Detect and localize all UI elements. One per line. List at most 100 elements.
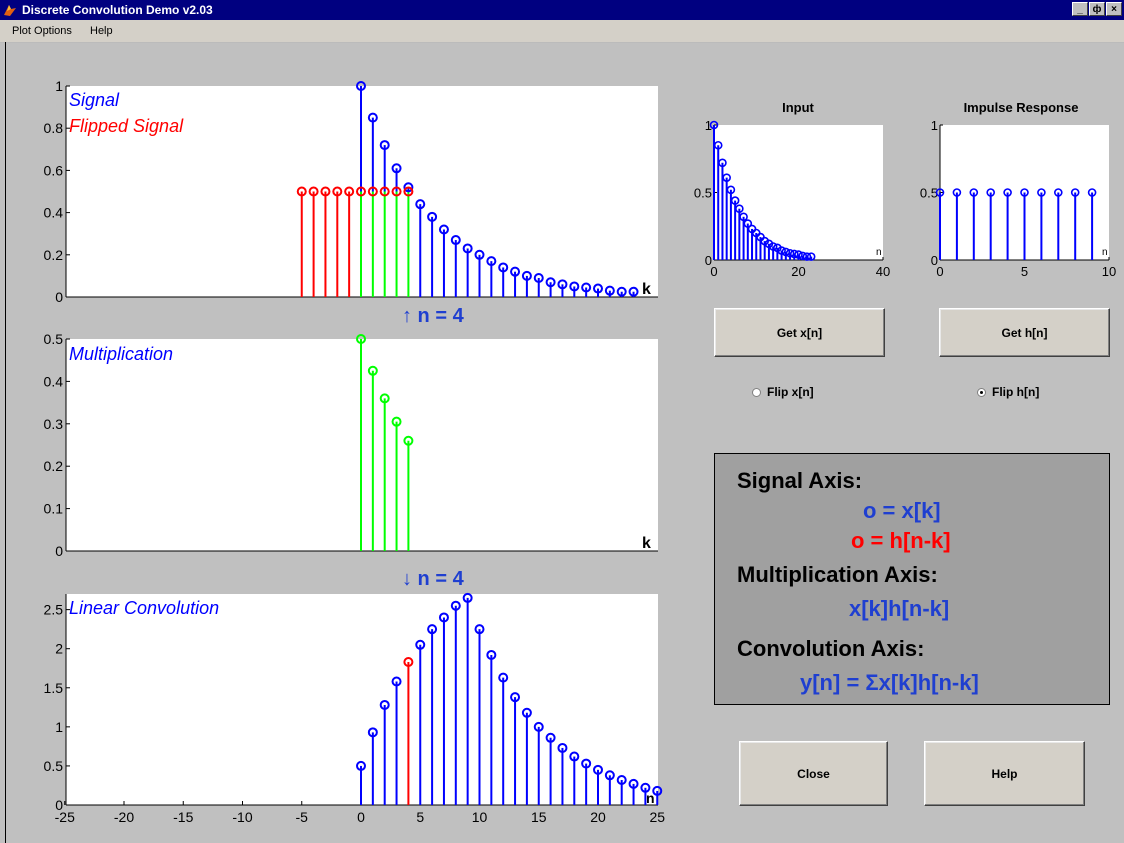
input-plot-background: [714, 125, 883, 260]
flipped-signal-marker: [391, 186, 402, 197]
convolution-plot-xtick-label: -25: [55, 809, 75, 825]
impulse-plot-xtick-label: 10: [1102, 264, 1116, 279]
convolution-marker: [521, 707, 532, 718]
input-plot-title: Input: [782, 100, 814, 115]
input-plot-ytick-label: 1: [705, 118, 712, 133]
menu-bar: Plot Options Help: [0, 20, 1124, 43]
legend-convolution-axis: Convolution Axis:: [737, 636, 925, 661]
convolution-plot-xtick-label: 5: [416, 809, 424, 825]
flipped-signal-marker: [296, 186, 307, 197]
convolution-marker: [640, 782, 651, 793]
input-plot-ytick-label: 0.5: [694, 186, 712, 201]
convolution-marker: [557, 742, 568, 753]
signal-marker: [628, 286, 639, 297]
convolution-plot-ytick-label: 0.5: [44, 758, 64, 774]
convolution-plot-ytick-label: 1.5: [44, 680, 64, 696]
multiplication-plot-ytick-label: 0: [55, 543, 63, 559]
input-plot-marker: [743, 219, 753, 228]
close-button[interactable]: Close: [739, 741, 888, 806]
signal-plot-ytick-label: 0.6: [44, 162, 64, 178]
convolution-marker: [569, 751, 580, 762]
menu-help[interactable]: Help: [90, 25, 113, 37]
signal-marker: [427, 211, 438, 222]
flip-h-radio-dot[interactable]: [977, 387, 986, 397]
maximize-button[interactable]: ф: [1089, 2, 1105, 16]
convolution-plot-xtick-label: 10: [472, 809, 488, 825]
convolution-marker: [652, 785, 663, 796]
convolution-plot-ytick-label: 0: [55, 797, 63, 813]
signal-plot-ytick-label: 0.2: [44, 247, 64, 263]
flipped-signal-marker: [356, 186, 366, 197]
convolution-marker: [367, 727, 378, 738]
signal-marker: [474, 249, 485, 260]
flip-x-radio-dot[interactable]: [752, 387, 761, 397]
multiplication-k-label: k: [642, 535, 651, 552]
close-window-button[interactable]: ×: [1106, 2, 1122, 16]
input-plot-marker: [781, 247, 791, 257]
convolution-marker: [356, 760, 366, 771]
menu-plot-options[interactable]: Plot Options: [12, 25, 72, 37]
flipped-signal-marker: [344, 186, 355, 197]
signal-marker: [533, 273, 544, 284]
legend-panel: Signal Axis: o = x[k] o = h[n-k] Multipl…: [714, 453, 1110, 705]
multiplication-label: Multiplication: [69, 344, 173, 364]
convolution-plot-xtick-label: 20: [590, 809, 606, 825]
input-plot-marker: [735, 204, 744, 213]
multiplication-plot-ytick-label: 0.1: [44, 501, 64, 517]
signal-plot-ytick-label: 0.8: [44, 120, 64, 136]
signal-marker: [616, 286, 627, 297]
flipped-signal-marker: [367, 186, 378, 197]
help-button[interactable]: Help: [924, 741, 1085, 806]
multiplication-marker: [391, 416, 402, 427]
convolution-marker: [604, 770, 615, 781]
signal-marker: [415, 199, 426, 210]
signal-marker: [462, 243, 473, 254]
convolution-marker: [593, 764, 603, 775]
convolution-n-label: n: [646, 790, 655, 806]
signal-label: Signal: [69, 90, 120, 110]
flip-x-label: Flip x[n]: [767, 385, 814, 399]
multiplication-plot-ytick-label: 0.2: [44, 458, 64, 474]
flip-x-radio[interactable]: Flip x[n]: [752, 385, 814, 399]
impulse-plot-marker: [1054, 188, 1063, 197]
flipped-signal-marker: [320, 186, 331, 197]
flipped-signal-marker: [403, 186, 414, 197]
get-x-button[interactable]: Get x[n]: [714, 308, 885, 357]
legend-signal-axis: Signal Axis:: [737, 468, 863, 493]
input-plot-marker: [722, 173, 731, 182]
convolution-marker: [616, 774, 627, 785]
signal-marker: [438, 224, 449, 235]
get-h-button[interactable]: Get h[n]: [939, 308, 1110, 357]
impulse-plot-ytick-label: 1: [931, 118, 938, 133]
input-plot-marker: [798, 251, 808, 261]
signal-marker: [450, 235, 461, 246]
signal-marker: [498, 262, 509, 273]
signal-marker: [379, 140, 390, 151]
minimize-button[interactable]: _: [1072, 2, 1088, 16]
signal-marker: [486, 256, 497, 267]
input-plot-marker: [730, 196, 740, 205]
convolution-marker: [498, 672, 509, 683]
impulse-plot-n-label: n: [1102, 247, 1108, 258]
impulse-plot-ytick-label: 0.5: [920, 186, 938, 201]
flipped-signal-label: Flipped Signal: [69, 116, 184, 136]
signal-marker: [569, 281, 580, 292]
input-plot-marker: [806, 252, 816, 261]
impulse-plot-marker: [1087, 188, 1097, 197]
convolution-plot-xtick-label: -20: [114, 809, 134, 825]
input-plot-marker: [718, 158, 727, 168]
input-plot-ytick-label: 0: [705, 253, 712, 268]
flip-h-radio[interactable]: Flip h[n]: [977, 385, 1039, 399]
input-plot-marker: [713, 140, 723, 150]
signal-marker: [356, 81, 366, 91]
impulse-plot-marker: [986, 188, 996, 197]
input-plot-marker: [777, 246, 786, 255]
flipped-signal-marker: [379, 186, 390, 197]
signal-marker: [391, 163, 402, 174]
multiplication-plot-ytick-label: 0.4: [44, 373, 64, 389]
input-plot-xtick-label: 20: [791, 264, 805, 279]
convolution-marker: [427, 624, 438, 635]
signal-marker: [557, 279, 568, 290]
convolution-marker: [450, 600, 461, 611]
